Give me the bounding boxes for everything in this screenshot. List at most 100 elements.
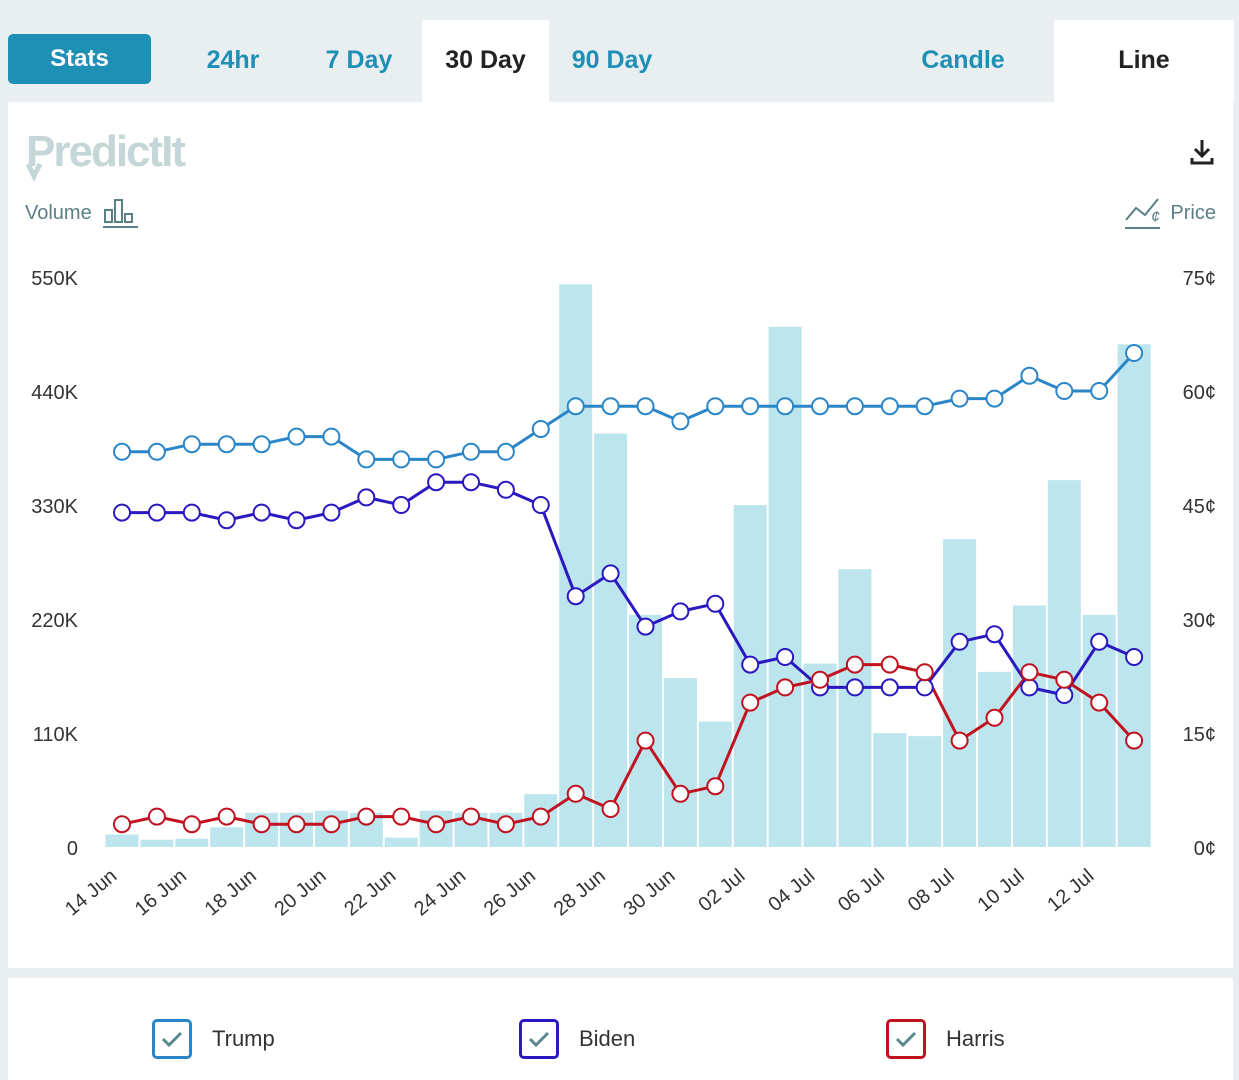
volume-bar[interactable] bbox=[105, 834, 139, 847]
harris-price-point[interactable] bbox=[217, 807, 236, 826]
harris-price-point[interactable] bbox=[357, 807, 376, 826]
harris-price-point[interactable] bbox=[1125, 731, 1144, 750]
trump-price-point[interactable] bbox=[1020, 366, 1039, 385]
trump-price-point[interactable] bbox=[1125, 344, 1144, 362]
biden-price-point[interactable] bbox=[950, 632, 969, 651]
tab-90-day[interactable]: 90 Day bbox=[571, 46, 653, 74]
biden-price-point[interactable] bbox=[636, 617, 655, 636]
biden-price-point[interactable] bbox=[113, 503, 131, 522]
harris-price-point[interactable] bbox=[1055, 670, 1074, 689]
volume-bar[interactable] bbox=[1117, 344, 1151, 847]
harris-price-point[interactable] bbox=[147, 807, 166, 826]
volume-bar[interactable] bbox=[978, 671, 1011, 847]
harris-price-point[interactable] bbox=[462, 807, 480, 826]
harris-price-point[interactable] bbox=[671, 784, 690, 803]
trump-price-point[interactable] bbox=[1055, 382, 1074, 400]
biden-price-point[interactable] bbox=[357, 488, 376, 507]
trump-price-point[interactable] bbox=[392, 450, 411, 469]
volume-bar[interactable] bbox=[1082, 614, 1116, 847]
biden-price-point[interactable] bbox=[601, 564, 620, 583]
trump-price-point[interactable] bbox=[566, 397, 585, 416]
harris-price-point[interactable] bbox=[496, 815, 515, 834]
volume-bar[interactable] bbox=[210, 827, 244, 847]
biden-price-point[interactable] bbox=[427, 473, 446, 492]
harris-price-point[interactable] bbox=[392, 807, 411, 826]
harris-price-point[interactable] bbox=[845, 655, 864, 674]
trump-price-point[interactable] bbox=[357, 450, 376, 469]
biden-price-point[interactable] bbox=[880, 678, 899, 697]
trump-price-point[interactable] bbox=[950, 389, 969, 408]
volume-bar[interactable] bbox=[873, 733, 907, 847]
trump-price-point[interactable] bbox=[462, 442, 480, 461]
harris-price-point[interactable] bbox=[566, 784, 585, 803]
harris-price-point[interactable] bbox=[880, 655, 899, 674]
volume-bar[interactable] bbox=[1012, 605, 1046, 847]
biden-checkbox[interactable] bbox=[519, 1019, 559, 1059]
harris-price-point[interactable] bbox=[287, 815, 306, 834]
tab-line[interactable]: Line bbox=[1054, 20, 1234, 102]
harris-price-point[interactable] bbox=[915, 663, 934, 682]
trump-price-point[interactable] bbox=[1090, 382, 1109, 400]
trump-price-point[interactable] bbox=[845, 397, 864, 416]
volume-bar[interactable] bbox=[384, 837, 418, 847]
biden-price-point[interactable] bbox=[462, 473, 480, 492]
biden-price-point[interactable] bbox=[706, 594, 725, 613]
biden-price-point[interactable] bbox=[1020, 678, 1039, 697]
trump-price-point[interactable] bbox=[741, 397, 760, 416]
biden-price-point[interactable] bbox=[217, 511, 236, 530]
tab-30-day[interactable]: 30 Day bbox=[422, 20, 549, 102]
biden-price-point[interactable] bbox=[776, 648, 795, 666]
download-icon[interactable] bbox=[1186, 134, 1218, 168]
harris-price-point[interactable] bbox=[252, 815, 271, 834]
volume-bar[interactable] bbox=[663, 678, 697, 847]
trump-price-point[interactable] bbox=[671, 412, 690, 431]
trump-price-point[interactable] bbox=[113, 442, 131, 461]
biden-price-point[interactable] bbox=[566, 587, 585, 606]
harris-price-point[interactable] bbox=[322, 815, 341, 834]
volume-bar[interactable] bbox=[594, 433, 628, 847]
biden-price-point[interactable] bbox=[845, 678, 864, 697]
trump-price-point[interactable] bbox=[147, 442, 166, 461]
harris-price-point[interactable] bbox=[1020, 663, 1039, 682]
trump-price-point[interactable] bbox=[706, 397, 725, 416]
harris-checkbox[interactable] bbox=[886, 1019, 926, 1059]
biden-price-point[interactable] bbox=[182, 503, 201, 522]
volume-bar[interactable] bbox=[908, 736, 942, 847]
biden-price-point[interactable] bbox=[322, 503, 341, 522]
harris-price-point[interactable] bbox=[531, 807, 550, 826]
stats-button[interactable]: Stats bbox=[8, 34, 151, 84]
trump-price-point[interactable] bbox=[217, 435, 236, 454]
legend-item-trump[interactable]: Trump bbox=[152, 1016, 275, 1062]
biden-price-point[interactable] bbox=[1125, 648, 1144, 666]
trump-price-point[interactable] bbox=[601, 397, 620, 416]
biden-price-point[interactable] bbox=[915, 678, 934, 697]
harris-price-point[interactable] bbox=[1090, 693, 1109, 712]
trump-price-point[interactable] bbox=[915, 397, 934, 416]
biden-price-point[interactable] bbox=[531, 496, 550, 514]
volume-bar[interactable] bbox=[175, 838, 209, 847]
harris-price-point[interactable] bbox=[706, 777, 725, 796]
trump-price-point[interactable] bbox=[287, 427, 306, 446]
legend-item-biden[interactable]: Biden bbox=[519, 1016, 635, 1062]
volume-bar[interactable] bbox=[629, 614, 662, 847]
harris-price-point[interactable] bbox=[427, 815, 446, 834]
trump-price-point[interactable] bbox=[985, 389, 1004, 408]
tab-7-day[interactable]: 7 Day bbox=[325, 46, 393, 74]
biden-price-point[interactable] bbox=[252, 503, 271, 522]
trump-price-point[interactable] bbox=[182, 435, 201, 454]
tab-candle[interactable]: Candle bbox=[921, 46, 1005, 74]
tab-24hr[interactable]: 24hr bbox=[206, 46, 260, 74]
trump-price-point[interactable] bbox=[811, 397, 829, 416]
harris-price-point[interactable] bbox=[741, 693, 760, 712]
harris-price-point[interactable] bbox=[985, 708, 1004, 727]
harris-price-point[interactable] bbox=[113, 815, 131, 834]
biden-price-point[interactable] bbox=[147, 503, 166, 522]
volume-bar[interactable] bbox=[140, 839, 174, 847]
trump-price-point[interactable] bbox=[427, 450, 446, 469]
trump-price-point[interactable] bbox=[776, 397, 795, 416]
volume-bar[interactable] bbox=[1047, 480, 1081, 847]
harris-price-point[interactable] bbox=[950, 731, 969, 750]
biden-price-point[interactable] bbox=[496, 480, 515, 499]
biden-price-point[interactable] bbox=[1055, 686, 1074, 704]
volume-bar[interactable] bbox=[838, 569, 872, 847]
